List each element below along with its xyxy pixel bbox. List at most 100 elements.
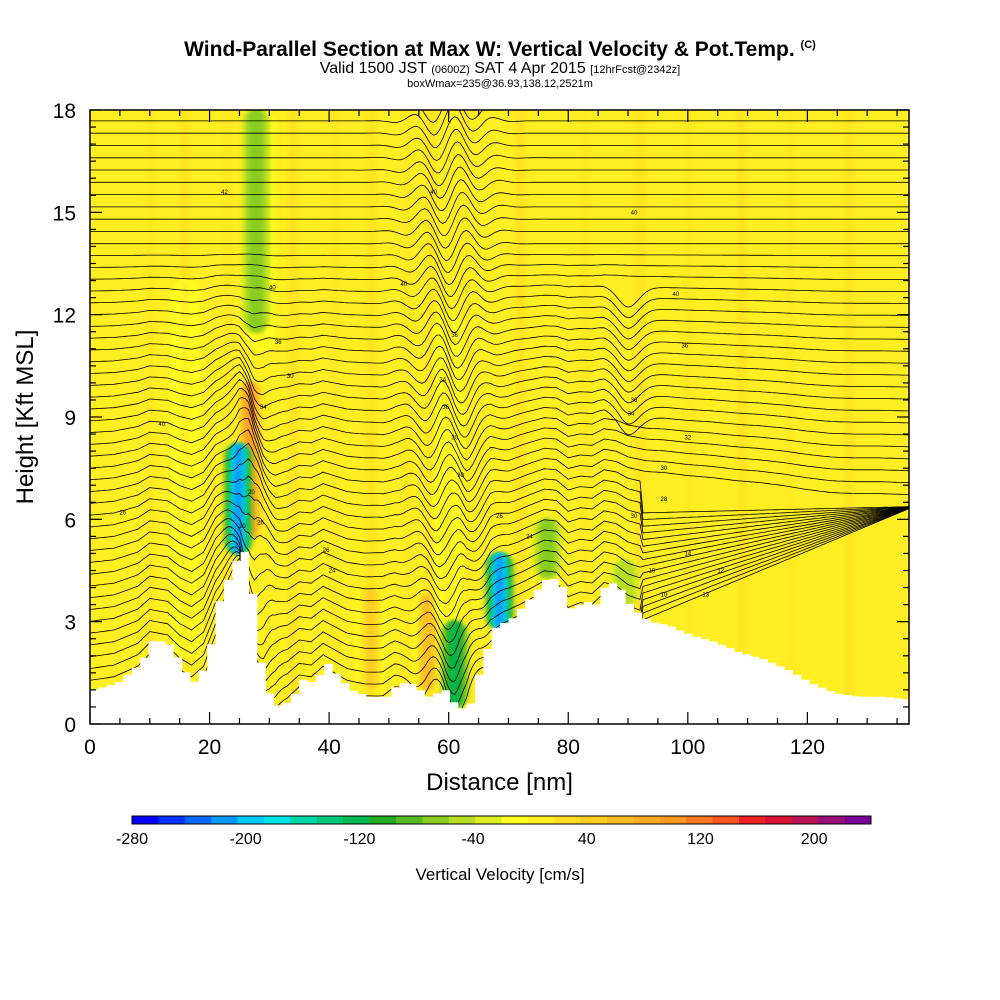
contour-label: 28: [661, 497, 668, 503]
x-tick-label: 80: [557, 736, 580, 759]
isentrope-line: [90, 242, 909, 274]
contour-label: 36: [681, 343, 688, 349]
y-tick-label: 6: [64, 509, 76, 532]
field-streak: [289, 110, 298, 724]
isentrope-line: [90, 378, 909, 438]
contour-label: 30: [287, 374, 294, 380]
contour-label: 30: [661, 466, 668, 472]
colorbar-swatch: [580, 816, 608, 824]
field-streak: [462, 110, 471, 724]
y-tick-label: 18: [53, 100, 76, 123]
x-tick-label: 100: [670, 736, 705, 759]
isentropes: [90, 110, 909, 721]
colorbar: -280 -200 -120 -40 40 120 200 Vertical Velocity…: [116, 815, 872, 884]
isentrope-line: [90, 507, 909, 592]
downdraft-band: [450, 621, 460, 707]
plot-area: 26 40 42 40 36 30 34 20 20 26 26 24 40 40 36 34 36 30 30 26…: [90, 110, 909, 724]
colorbar-swatch: [237, 816, 265, 824]
field-streak: [683, 110, 692, 724]
colorbar-swatch: [132, 816, 159, 824]
colorbar-swatch: [211, 816, 239, 824]
isentrope-line: [90, 357, 909, 404]
y-tick-label: 0: [64, 714, 76, 737]
contour-label: 30: [457, 473, 464, 479]
y-tick-label: 12: [53, 305, 76, 328]
isentrope-line: [90, 332, 909, 369]
colorbar-tick-label: -280: [116, 831, 148, 848]
downdraft-band: [233, 444, 243, 554]
colorbar-swatch: [395, 816, 423, 824]
colorbar-swatch: [818, 816, 846, 824]
isentrope-line: [90, 141, 909, 174]
isentrope-line: [90, 179, 909, 212]
contour-label: 36: [275, 340, 282, 346]
x-tick-label: 60: [437, 736, 460, 759]
contour-label: 13: [702, 592, 709, 598]
colorbar-swatch: [791, 816, 819, 824]
x-tick-label: 20: [198, 736, 221, 759]
isentrope-line: [90, 507, 909, 605]
colorbar-swatch: [607, 816, 634, 824]
isentrope-line: [90, 488, 909, 544]
colorbar-swatch: [369, 816, 397, 824]
isentrope-line: [90, 230, 909, 261]
colorbar-swatch: [263, 816, 291, 824]
colorbar-tick-label: 120: [687, 831, 714, 848]
isentrope-line: [90, 154, 909, 187]
box-w-max-note: boxWmax=235@36.93,138.12,2521m: [407, 78, 593, 90]
field-streak: [845, 110, 854, 724]
isentrope-line: [90, 116, 909, 149]
field-streak: [145, 110, 154, 724]
contour-label: 26: [496, 514, 503, 520]
field-streak: [402, 110, 411, 724]
terrain: [90, 552, 909, 724]
isentrope-line: [90, 277, 909, 310]
contour-label: 36: [631, 398, 638, 404]
colorbar-tick-label: 200: [801, 831, 828, 848]
contour-label: 40: [401, 282, 408, 288]
isentrope-line: [90, 254, 909, 286]
colorbar-swatch: [659, 816, 687, 824]
isentrope-line: [90, 397, 909, 461]
y-tick-label: 15: [53, 202, 76, 225]
isentrope-line: [90, 311, 909, 346]
colorbar-tick-label: -120: [343, 831, 375, 848]
colorbar-swatch: [158, 816, 186, 824]
colorbar-tick-label: 40: [578, 831, 596, 848]
isentrope-line: [90, 349, 909, 392]
x-tick-label: 0: [84, 736, 96, 759]
contour-label: 24: [526, 534, 533, 540]
updraft-band: [366, 587, 376, 690]
isentrope-line: [90, 265, 909, 297]
colorbar-swatch: [316, 816, 344, 824]
colorbar-title: Vertical Velocity [cm/s]: [415, 865, 584, 884]
isentrope-line: [90, 417, 909, 483]
contour-label: 34: [260, 405, 267, 411]
colorbar-swatch: [448, 816, 476, 824]
isentrope-line: [90, 475, 909, 532]
colorbar-swatch: [422, 816, 450, 824]
isentrope-line: [90, 364, 909, 415]
contour-label: 36: [451, 333, 458, 339]
contour-label: 14: [684, 551, 691, 557]
chart-title-text: Wind-Parallel Section at Max W: Vertical…: [184, 38, 795, 61]
contour-label: 26: [323, 548, 330, 554]
colorbar-swatch: [343, 816, 371, 824]
valid-date: SAT 4 Apr 2015: [474, 60, 586, 77]
field-streak: [516, 110, 525, 724]
x-axis-title: Distance [nm]: [426, 769, 573, 796]
contour-label: 40: [430, 190, 437, 196]
y-axis-title: Height [Kft MSL]: [12, 330, 39, 505]
colorbar-swatch: [554, 816, 582, 824]
contour-label: 40: [158, 422, 165, 428]
field-streak: [582, 110, 591, 724]
copyright-mark: (C): [800, 39, 816, 51]
isentrope-line: [90, 371, 909, 427]
isentrope-line: [90, 507, 909, 660]
isentrope-line: [90, 341, 909, 381]
isentrope-line: [90, 204, 909, 236]
valid-time-utc: (0600Z): [431, 64, 470, 76]
field-streak: [223, 110, 232, 724]
downdraft-band: [251, 110, 261, 332]
